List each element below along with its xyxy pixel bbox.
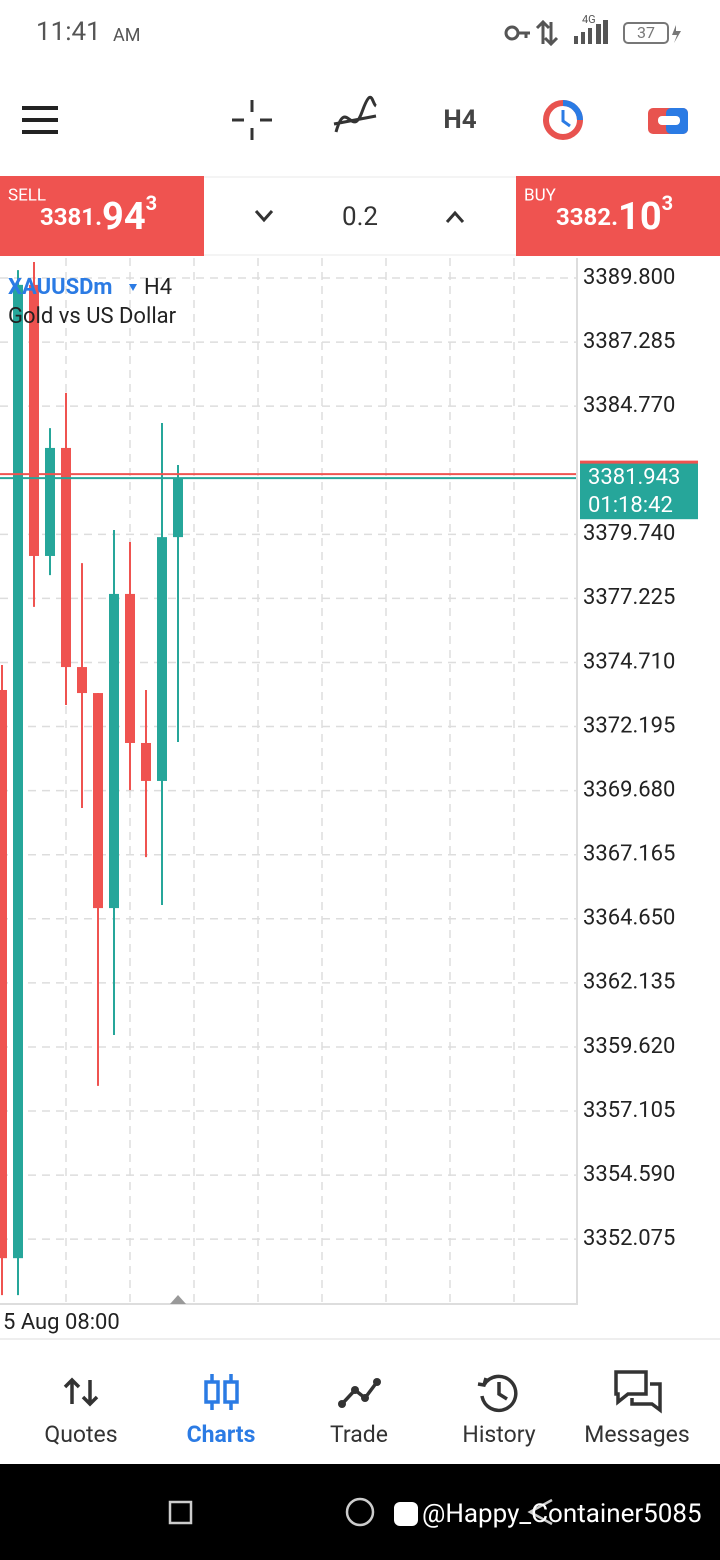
volume-up[interactable] [445, 210, 465, 223]
countdown: 01:18:42 [588, 493, 673, 518]
nav-history[interactable]: History [462, 1374, 536, 1448]
y-tick-label: 3387.285 [583, 329, 675, 354]
y-tick-label: 3379.740 [583, 521, 675, 546]
y-tick-label: 3372.195 [583, 713, 675, 738]
y-tick-label: 3352.075 [583, 1226, 675, 1251]
recents-button[interactable] [168, 1500, 193, 1525]
y-tick-label: 3374.710 [583, 649, 675, 674]
y-tick-label: 3389.800 [583, 265, 675, 290]
candle-body [93, 693, 103, 909]
color-scheme-button[interactable] [543, 100, 583, 140]
nav-label: History [462, 1421, 535, 1448]
candle-body [29, 284, 39, 556]
nav-messages[interactable]: Messages [584, 1370, 690, 1448]
buy-label: BUY [524, 185, 557, 205]
network-type: 4G [582, 13, 596, 26]
trade-bar: SELL 3381.943 0.2 BUY 3382.103 [0, 176, 720, 256]
back-button[interactable] [527, 1498, 553, 1526]
buy-button[interactable]: BUY 3382.103 [516, 176, 720, 256]
candle-body [13, 284, 23, 1259]
price-label-bg [580, 462, 698, 520]
nav-label: Charts [187, 1421, 256, 1448]
nav-quotes[interactable]: Quotes [44, 1377, 118, 1448]
volume[interactable]: 0.2 [342, 202, 378, 232]
signal [574, 20, 608, 44]
nav-label: 10 [618, 195, 662, 239]
nav-label: Messages [584, 1421, 690, 1448]
candle-body [61, 447, 71, 668]
system-nav-bar: @Happy_Container5085 [0, 1464, 720, 1560]
y-tick-label: 3367.165 [583, 842, 675, 867]
candle-body [45, 447, 55, 556]
vertical-grid [65, 258, 515, 1303]
candle-body [141, 742, 151, 781]
symbol-dropdown[interactable] [129, 284, 137, 291]
sell-price: 3381.943 [40, 191, 157, 239]
nav-label: 3382. [556, 203, 618, 231]
y-tick-label: 3354.590 [583, 1162, 675, 1187]
volume-box [204, 178, 516, 254]
watermark: @Happy_Container5085 [422, 1499, 702, 1529]
y-tick-label: 3369.680 [583, 777, 675, 802]
timeframe-button[interactable]: H4 [443, 105, 476, 135]
system-bar-bg [0, 1464, 720, 1560]
y-tick-label: 3384.770 [583, 393, 675, 418]
sell-label: SELL [8, 185, 46, 205]
nav-label: Quotes [44, 1421, 117, 1448]
nav-label: Trade [330, 1421, 388, 1448]
nav-trade[interactable]: Trade [330, 1378, 388, 1448]
sell-button[interactable]: SELL 3381.943 [0, 176, 204, 256]
menu-button[interactable] [22, 106, 58, 134]
candle-body [173, 478, 183, 538]
buy-price: 3382.103 [556, 191, 673, 239]
status-bar: 11:41 AM 4G 37 [36, 13, 681, 47]
battery-level: 37 [637, 23, 655, 42]
current-price: 3381.943 [588, 465, 680, 490]
status-icons [504, 19, 559, 47]
nav-label: 94 [102, 195, 146, 239]
battery [623, 22, 669, 44]
scroll-marker[interactable] [170, 1295, 186, 1304]
crosshair-button[interactable] [232, 100, 272, 140]
y-tick-label: 3362.135 [583, 970, 675, 995]
one-click-trading-button[interactable] [648, 108, 688, 134]
chart-subtitle: Gold vs US Dollar [8, 304, 177, 329]
candle-body [77, 667, 87, 694]
home-button[interactable] [345, 1497, 375, 1527]
indicators-button[interactable] [333, 95, 378, 133]
candle-body [125, 593, 135, 743]
candle-body [0, 689, 7, 1259]
candle-body [157, 537, 167, 781]
clock: 11:41 [36, 17, 101, 47]
candle-body [109, 593, 119, 909]
charging-icon [672, 25, 681, 43]
nav-charts[interactable]: Charts [187, 1374, 256, 1448]
nav-label: 3 [662, 191, 673, 215]
chart: XAUUSDm H4 Gold vs US Dollar 5 Aug 08:00 [0, 258, 578, 1335]
volume-down[interactable] [254, 210, 274, 223]
toolbar: H4 [22, 95, 688, 140]
y-tick-label: 3364.650 [583, 906, 675, 931]
y-tick-label: 3377.225 [583, 585, 675, 610]
chart-border [0, 258, 578, 1305]
symbol[interactable]: XAUUSDm [8, 275, 112, 300]
time-label: 5 Aug 08:00 [3, 1310, 120, 1335]
facebook-icon [394, 1502, 418, 1526]
y-tick-label: 3359.620 [583, 1034, 675, 1059]
nav-label: 3381. [40, 203, 102, 231]
nav-label: 3 [146, 191, 157, 215]
chart-timeframe: H4 [144, 275, 172, 300]
bottom-nav: Quotes Charts Trade History Messages [0, 1338, 720, 1448]
y-tick-label: 3357.105 [583, 1098, 675, 1123]
clock-ampm: AM [113, 25, 140, 46]
